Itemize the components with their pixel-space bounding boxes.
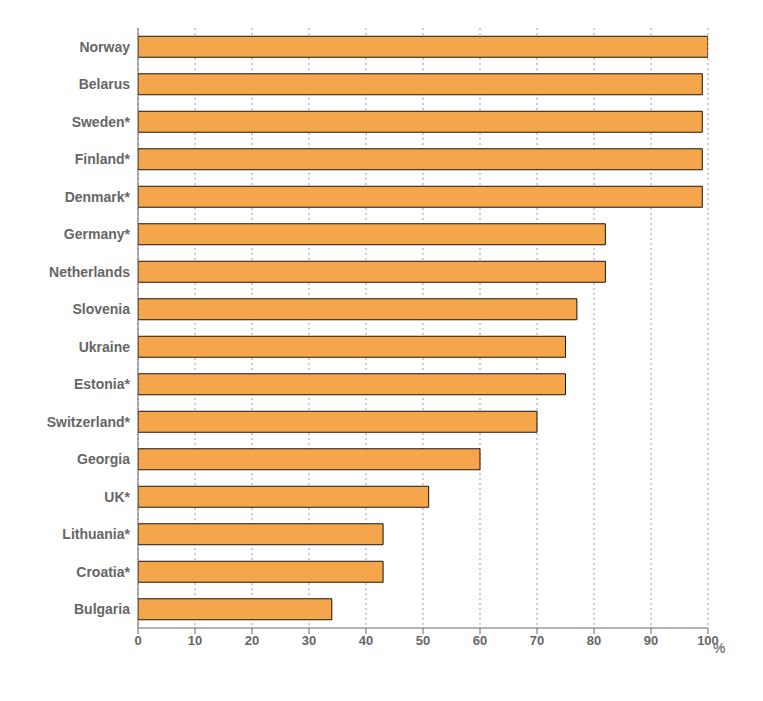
svg-text:50: 50 <box>416 633 430 648</box>
svg-text:Lithuania*: Lithuania* <box>62 526 130 542</box>
svg-text:20: 20 <box>245 633 259 648</box>
svg-text:Georgia: Georgia <box>77 451 130 467</box>
svg-text:Netherlands: Netherlands <box>49 264 130 280</box>
svg-text:Finland*: Finland* <box>75 151 131 167</box>
svg-text:Estonia*: Estonia* <box>74 376 131 392</box>
svg-text:Denmark*: Denmark* <box>65 189 131 205</box>
svg-text:UK*: UK* <box>104 489 130 505</box>
svg-text:0: 0 <box>134 633 141 648</box>
svg-text:Germany*: Germany* <box>64 226 131 242</box>
svg-text:30: 30 <box>302 633 316 648</box>
svg-text:Slovenia: Slovenia <box>72 301 130 317</box>
svg-text:80: 80 <box>587 633 601 648</box>
svg-text:Ukraine: Ukraine <box>79 339 131 355</box>
svg-text:Sweden*: Sweden* <box>72 114 131 130</box>
svg-text:90: 90 <box>644 633 658 648</box>
svg-text:60: 60 <box>473 633 487 648</box>
svg-text:Bulgaria: Bulgaria <box>74 601 130 617</box>
svg-text:Belarus: Belarus <box>79 76 131 92</box>
svg-text:40: 40 <box>359 633 373 648</box>
svg-text:Norway: Norway <box>79 39 130 55</box>
svg-text:70: 70 <box>530 633 544 648</box>
svg-text:Croatia*: Croatia* <box>76 564 130 580</box>
svg-text:%: % <box>713 640 726 656</box>
svg-text:100: 100 <box>697 633 719 649</box>
svg-text:Switzerland*: Switzerland* <box>47 414 131 430</box>
svg-text:10: 10 <box>188 633 202 648</box>
